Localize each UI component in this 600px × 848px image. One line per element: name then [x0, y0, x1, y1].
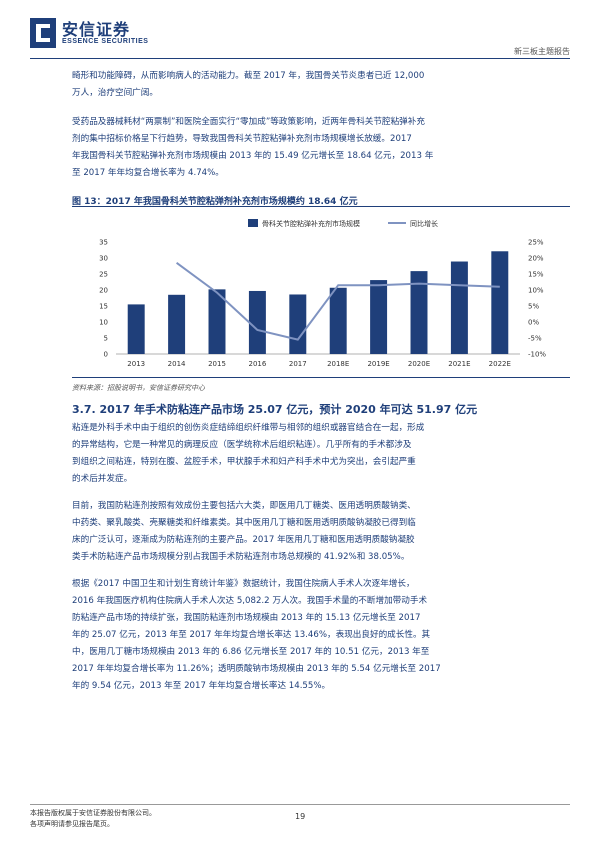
legend-label-bar: 骨科关节腔粘弹补充剂市场规模 [262, 219, 360, 228]
bar [370, 280, 388, 354]
y-left-tick-label: 0 [104, 351, 108, 359]
x-tick-label: 2014 [168, 360, 186, 368]
text-line: 目前，我国防粘连剂按照有效成份主要包括六大类，即医用几丁糖类、医用透明质酸钠类、 [72, 501, 416, 511]
y-left-tick-label: 5 [104, 335, 108, 343]
bar [289, 294, 307, 354]
text-line: 畸形和功能障碍，从而影响病人的活动能力。截至 2017 年，我国骨关节炎患者已近… [72, 71, 425, 81]
text-line: 到组织之间粘连，特别在腹、盆腔手术，甲状腺手术和妇产科手术中尤为突出，会引起严重 [72, 457, 416, 467]
legend-bar-swatch [248, 219, 258, 227]
legend-label-line: 同比增长 [410, 219, 438, 228]
company-logo: 安信证券 ESSENCE SECURITIES [30, 16, 160, 52]
paragraph-3: 粘连是外科手术中由于组织的创伤炎症结缔组织纤维带与相邻的组织或器官结合在一起，形… [72, 420, 572, 488]
bar [329, 287, 347, 354]
bar [127, 304, 145, 354]
y-left-tick-label: 25 [99, 271, 108, 279]
bar [248, 290, 266, 354]
text-line: 2017 年年均复合增长率为 11.26%；透明质酸钠市场规模由 2013 年的… [72, 664, 441, 674]
text-line: 根据《2017 中国卫生和计划生育统计年鉴》数据统计，我国住院病人手术人次逐年增… [72, 579, 415, 589]
x-tick-label: 2020E [408, 360, 430, 368]
y-right-tick-label: 20% [528, 255, 544, 263]
text-line: 受药品及器械耗材“两票制”和医院全面实行“零加成”等政策影响，近两年骨科关节腔粘… [72, 117, 425, 127]
figure-title: 图 13：2017 年我国骨科关节腔粘弹剂补充剂市场规模约 18.64 亿元 [72, 197, 358, 207]
footer-line-1: 本报告版权属于安信证券股份有限公司。 [30, 809, 156, 817]
y-left-tick-label: 30 [99, 255, 108, 263]
paragraph-4: 目前，我国防粘连剂按照有效成份主要包括六大类，即医用几丁糖类、医用透明质酸钠类、… [72, 498, 572, 566]
y-left-tick-label: 10 [99, 319, 108, 327]
logo-en-text: ESSENCE SECURITIES [62, 38, 149, 45]
logo-cn-text: 安信证券 [62, 20, 131, 39]
x-tick-label: 2013 [127, 360, 145, 368]
y-right-tick-label: 25% [528, 239, 544, 247]
y-right-tick-label: -5% [528, 335, 542, 343]
section-heading: 3.7. 2017 年手术防粘连产品市场 25.07 亿元，预计 2020 年可… [72, 403, 478, 416]
x-tick-label: 2017 [289, 360, 307, 368]
y-left-tick-label: 15 [99, 303, 108, 311]
footer-disclaimer: 本报告版权属于安信证券股份有限公司。 各项声明请参见报告尾页。 [30, 808, 156, 830]
x-tick-label: 2019E [367, 360, 389, 368]
chart-legend: 骨科关节腔粘弹补充剂市场规模 同比增长 [248, 219, 438, 228]
figure-source: 资料来源：招股说明书，安信证券研究中心 [72, 384, 205, 392]
text-line: 中，医用几丁糖市场规模由 2013 年的 6.86 亿元增长至 2017 年的 … [72, 647, 430, 657]
page-number: 19 [295, 812, 306, 821]
text-line: 中药类、聚乳酸类、壳聚糖类和纤维素类。其中医用几丁糖和医用透明质酸钠凝胶已得到临 [72, 518, 416, 528]
x-tick-label: 2016 [248, 360, 266, 368]
bar [168, 294, 186, 354]
text-line: 年我国骨科关节腔粘弹补充剂市场规模由 2013 年的 15.49 亿元增长至 1… [72, 151, 434, 161]
paragraph-1: 畸形和功能障碍，从而影响病人的活动能力。截至 2017 年，我国骨关节炎患者已近… [72, 68, 572, 102]
text-line: 床的广泛认可，逐渐成为防粘连剂的主要产品。2017 年医用几丁糖和医用透明质酸钠… [72, 535, 415, 545]
bar [491, 251, 509, 354]
bar [450, 261, 468, 354]
page-header: 安信证券 ESSENCE SECURITIES 新三板主题报告 [0, 0, 600, 62]
y-right-tick-label: 0% [528, 319, 539, 327]
y-left-tick-label: 35 [99, 239, 108, 247]
x-tick-label: 2021E [448, 360, 470, 368]
x-tick-label: 2022E [489, 360, 511, 368]
text-line: 类手术防粘连产品市场规模分别占我国手术防粘连剂市场总规模的 41.92%和 38… [72, 552, 410, 562]
text-line: 的术后并发症。 [72, 474, 133, 484]
y-right-tick-label: 5% [528, 303, 539, 311]
market-size-chart: 骨科关节腔粘弹补充剂市场规模 同比增长 0 5 10 15 20 25 30 35 -10% -5… [99, 219, 546, 368]
text-line: 年的 9.54 亿元，2013 年至 2017 年年均复合增长率达 14.55%… [72, 681, 331, 691]
y-right-tick-label: -10% [528, 351, 546, 359]
text-line: 2016 年我国医疗机构住院病人手术人次达 5,082.2 万人次。我国手术量的… [72, 596, 428, 606]
bar [208, 289, 226, 354]
text-line: 至 2017 年年均复合增长率为 4.74%。 [72, 168, 224, 178]
text-line: 粘连是外科手术中由于组织的创伤炎症结缔组织纤维带与相邻的组织或器官结合在一起，形… [72, 423, 425, 433]
x-tick-label: 2018E [327, 360, 349, 368]
y-right-tick-label: 15% [528, 271, 544, 279]
text-line: 万人，治疗空间广阔。 [72, 88, 158, 98]
figure-top-rule [72, 206, 570, 207]
footer-line-2: 各项声明请参见报告尾页。 [30, 820, 114, 828]
bar [410, 271, 428, 354]
x-tick-label: 2015 [208, 360, 226, 368]
text-line: 年的 25.07 亿元，2013 年至 2017 年年均复合增长率达 13.46… [72, 630, 431, 640]
text-line: 的异常结构，它是一种常见的病理反应（医学统称术后组织粘连）。几乎所有的手术都涉及 [72, 440, 412, 450]
paragraph-5: 根据《2017 中国卫生和计划生育统计年鉴》数据统计，我国住院病人手术人次逐年增… [72, 576, 572, 695]
figure-bottom-rule [72, 377, 570, 378]
footer-divider [30, 804, 570, 805]
logo-mark-icon [30, 18, 56, 48]
y-left-tick-label: 20 [99, 287, 108, 295]
report-type: 新三板主题报告 [514, 47, 570, 56]
text-line: 剂的集中招标价格呈下行趋势，导致我国骨科关节腔粘弹补充剂市场规模增长放缓。201… [72, 134, 412, 144]
y-right-tick-label: 10% [528, 287, 544, 295]
paragraph-2: 受药品及器械耗材“两票制”和医院全面实行“零加成”等政策影响，近两年骨科关节腔粘… [72, 114, 572, 182]
header-divider [30, 58, 570, 59]
text-line: 防粘连产品市场的持续扩张，我国防粘连剂市场规模由 2013 年的 15.13 亿… [72, 613, 421, 623]
